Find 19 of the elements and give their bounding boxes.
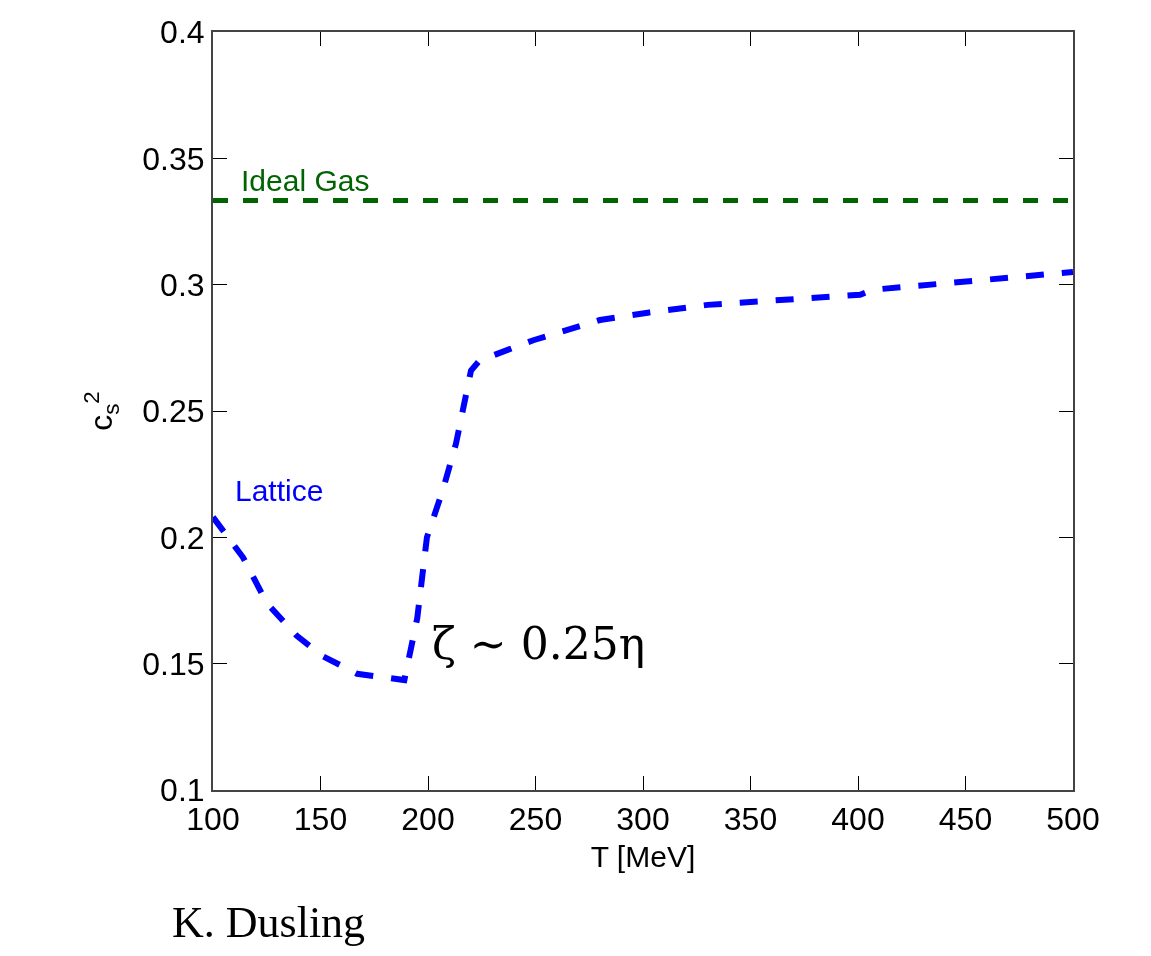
x-tick-label: 450 — [938, 801, 993, 838]
x-tick-label: 400 — [831, 801, 885, 838]
x-axis-title: T [MeV] — [590, 840, 696, 874]
x-tick-label: 300 — [616, 801, 670, 838]
y-tick-label: 0.4 — [160, 14, 205, 51]
y-tick-label: 0.3 — [160, 266, 205, 303]
x-tick-label: 500 — [1046, 801, 1100, 838]
annotation: ζ ∼ 0.25η — [432, 618, 646, 669]
x-tick-label: 350 — [723, 801, 778, 838]
ref-line-label: Ideal Gas — [241, 164, 370, 197]
text: K. Dusling — [172, 898, 366, 947]
x-tick-label: 150 — [293, 801, 348, 838]
y-tick-label: 0.2 — [160, 519, 205, 556]
y-tick-label: 0.35 — [142, 140, 205, 177]
series-label: Lattice — [235, 474, 324, 507]
x-tick-label: 200 — [401, 801, 455, 838]
y-tick-label: 0.15 — [142, 645, 205, 682]
y-tick-label: 0.25 — [142, 393, 205, 430]
x-tick-label: 250 — [508, 801, 563, 838]
